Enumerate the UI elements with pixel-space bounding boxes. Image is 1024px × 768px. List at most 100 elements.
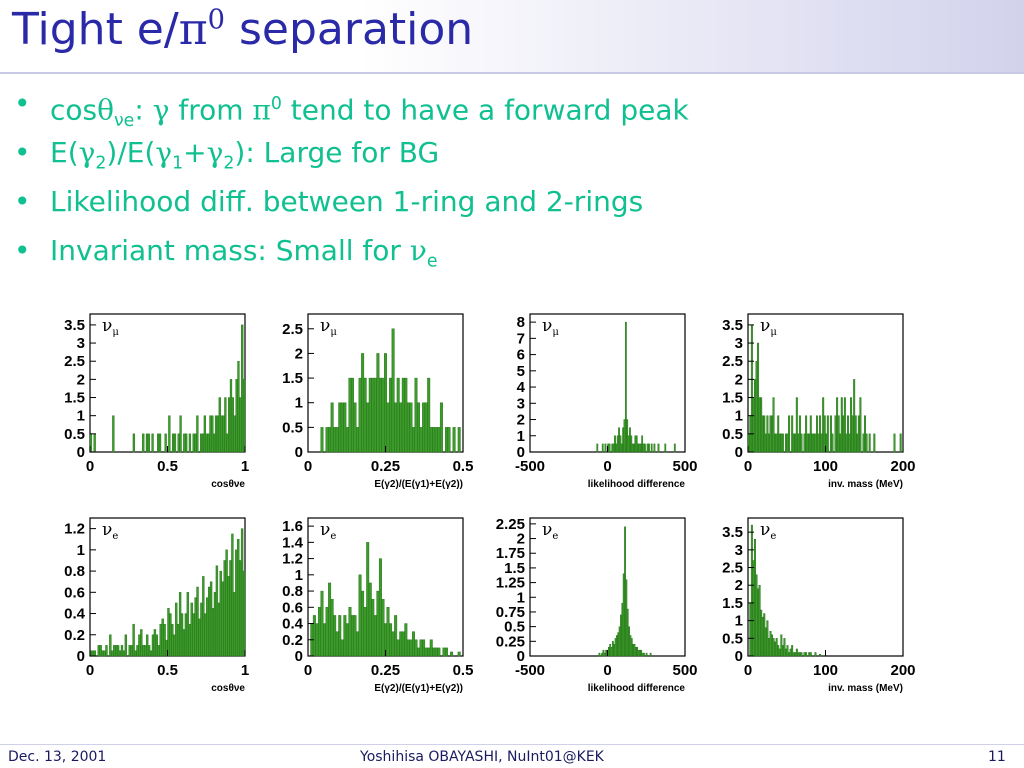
histogram-bar bbox=[404, 623, 408, 657]
bullet-text: )/E( bbox=[106, 136, 156, 169]
histogram-bar bbox=[406, 639, 410, 657]
histogram-bar bbox=[452, 427, 456, 453]
histogram-bar bbox=[422, 402, 426, 453]
histogram-bar bbox=[873, 433, 876, 453]
histogram-bar bbox=[450, 651, 454, 657]
histogram-bar bbox=[624, 321, 627, 453]
histogram-bar bbox=[116, 645, 120, 657]
x-tick-label: 100 bbox=[813, 458, 838, 475]
histogram-bar bbox=[800, 652, 803, 657]
histogram-bar bbox=[363, 377, 367, 453]
histogram-bar bbox=[343, 402, 347, 453]
histogram-bar bbox=[366, 542, 370, 657]
histogram-bar bbox=[750, 324, 753, 453]
histogram-bar bbox=[376, 590, 380, 657]
histogram-bar bbox=[627, 435, 630, 453]
histogram-bar bbox=[778, 433, 781, 453]
histogram-bar bbox=[225, 549, 228, 657]
histogram-bar bbox=[607, 646, 610, 657]
histogram-bar bbox=[105, 645, 108, 657]
legend-greek: ν bbox=[542, 520, 552, 540]
histogram-bar bbox=[351, 615, 354, 657]
histogram-bar bbox=[216, 415, 220, 453]
y-tick-label: 1.5 bbox=[282, 370, 303, 387]
histogram-bar bbox=[424, 402, 428, 453]
histogram-bar bbox=[325, 607, 329, 657]
y-tick-label: 1.5 bbox=[504, 560, 525, 577]
histogram-bar bbox=[808, 652, 811, 657]
histogram-bar bbox=[384, 353, 387, 453]
x-tick-label: -500 bbox=[515, 458, 545, 475]
histogram-bar bbox=[653, 443, 656, 453]
y-tick-label: 1.5 bbox=[722, 595, 743, 612]
histogram-bar bbox=[241, 324, 244, 453]
y-tick-label: 1 bbox=[77, 542, 85, 559]
histogram-bar bbox=[809, 415, 812, 453]
y-tick-label: 0.5 bbox=[64, 426, 85, 443]
y-tick-label: 2.25 bbox=[496, 516, 525, 533]
histogram-bar bbox=[641, 435, 644, 453]
histogram-bar bbox=[795, 397, 798, 453]
histogram-bar bbox=[325, 427, 329, 453]
histogram-bar bbox=[626, 608, 629, 657]
histogram-bar bbox=[386, 402, 390, 453]
histogram-bar bbox=[633, 644, 636, 657]
histogram-bar bbox=[749, 602, 752, 657]
y-tick-label: 0 bbox=[295, 444, 303, 461]
title-pi: π bbox=[178, 4, 208, 55]
histogram-bar bbox=[363, 607, 367, 657]
histogram-bar bbox=[109, 634, 112, 657]
histogram-bar bbox=[800, 433, 803, 453]
legend-label: νe bbox=[102, 520, 118, 542]
histogram-bar bbox=[219, 570, 222, 657]
histogram-bar bbox=[399, 631, 403, 657]
histogram-bar bbox=[798, 415, 801, 453]
histogram-bar bbox=[797, 652, 800, 657]
histogram-bar bbox=[176, 623, 180, 657]
histogram-bar bbox=[147, 433, 150, 453]
y-tick-label: 3 bbox=[735, 335, 743, 352]
y-tick-label: 2 bbox=[735, 371, 743, 388]
y-tick-label: 0.2 bbox=[282, 632, 303, 649]
histogram-bar bbox=[118, 650, 122, 657]
histogram-bar bbox=[173, 634, 176, 657]
histogram-panel: 00.20.40.60.811.21.41.6 0 0.25 0.5 E(γ2)/(E(… bbox=[282, 517, 473, 694]
y-tick-label: 0.75 bbox=[496, 604, 525, 621]
histogram-bar bbox=[161, 618, 164, 657]
histogram-bar bbox=[328, 427, 332, 453]
histogram-bar bbox=[754, 379, 756, 453]
histogram-bar bbox=[629, 635, 632, 657]
histogram-bar bbox=[750, 524, 753, 657]
histogram-panel: 0 0.5 1 1.5 2 2.5 0 0.25 0.5 E(γ2)/(E(γ1)+E(γ2)) ν… bbox=[282, 313, 473, 490]
histogram-bar bbox=[194, 433, 197, 453]
legend-subscript: e bbox=[112, 531, 118, 542]
histogram-bar bbox=[445, 427, 448, 453]
legend-label: νμ bbox=[542, 316, 559, 338]
histogram-bar bbox=[645, 652, 648, 657]
histogram-bar bbox=[845, 433, 848, 453]
histogram-bar bbox=[437, 647, 441, 657]
histogram-bar bbox=[213, 592, 217, 657]
histogram-bar bbox=[634, 435, 637, 453]
histogram-bar bbox=[608, 443, 611, 453]
histogram-bar bbox=[142, 433, 145, 453]
histogram-bar bbox=[447, 427, 451, 453]
legend-label: νμ bbox=[102, 316, 119, 338]
histogram-bar bbox=[157, 645, 160, 657]
histogram-bar bbox=[218, 397, 221, 453]
y-tick-label: 1 bbox=[77, 408, 85, 425]
x-tick-label: 0 bbox=[603, 458, 611, 475]
bullet-greek: γ bbox=[78, 136, 96, 169]
histogram-bar bbox=[786, 645, 789, 657]
histogram-bar bbox=[622, 573, 625, 657]
histogram-bar bbox=[836, 397, 839, 453]
histogram-bar bbox=[178, 592, 182, 657]
histogram-bar bbox=[93, 433, 96, 453]
histogram-bar bbox=[312, 615, 316, 657]
histogram-bar bbox=[196, 415, 199, 453]
histogram-bar bbox=[356, 427, 360, 453]
histogram-bar bbox=[93, 650, 97, 657]
histogram-bar bbox=[163, 623, 166, 657]
histogram-bar bbox=[614, 638, 617, 657]
